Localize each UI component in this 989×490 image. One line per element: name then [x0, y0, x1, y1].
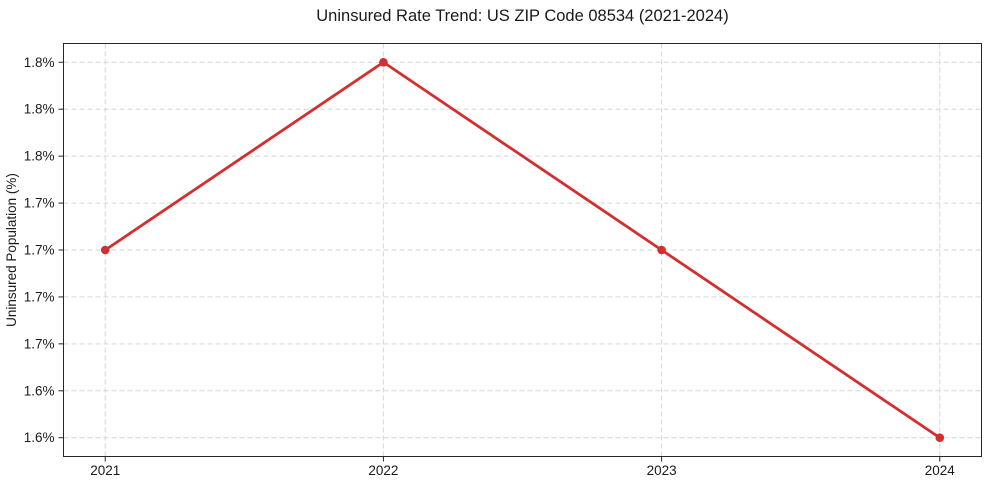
y-tick-label: 1.6%	[24, 383, 55, 398]
data-point	[100, 245, 110, 255]
trend-line	[103, 60, 942, 440]
y-axis-label: Uninsured Population (%)	[4, 173, 19, 327]
y-tick-label: 1.7%	[24, 196, 55, 211]
x-tick-label: 2023	[647, 463, 677, 478]
x-tick-label: 2021	[90, 463, 120, 478]
y-tick-label: 1.8%	[24, 55, 55, 70]
data-point	[379, 57, 388, 67]
chart-title: Uninsured Rate Trend: US ZIP Code 08534 …	[316, 7, 729, 25]
data-point	[657, 245, 666, 255]
x-tick-label: 2024	[925, 463, 956, 478]
y-tick-label: 1.7%	[24, 336, 55, 351]
data-point	[935, 433, 945, 443]
axes-frame	[63, 43, 982, 457]
y-tick-label: 1.8%	[24, 102, 55, 117]
y-tick-label: 1.7%	[24, 243, 55, 258]
x-tick-label: 2022	[368, 463, 398, 478]
y-tick-label: 1.8%	[24, 149, 55, 164]
y-tick-label: 1.6%	[24, 430, 55, 445]
y-tick-label: 1.7%	[24, 289, 55, 304]
